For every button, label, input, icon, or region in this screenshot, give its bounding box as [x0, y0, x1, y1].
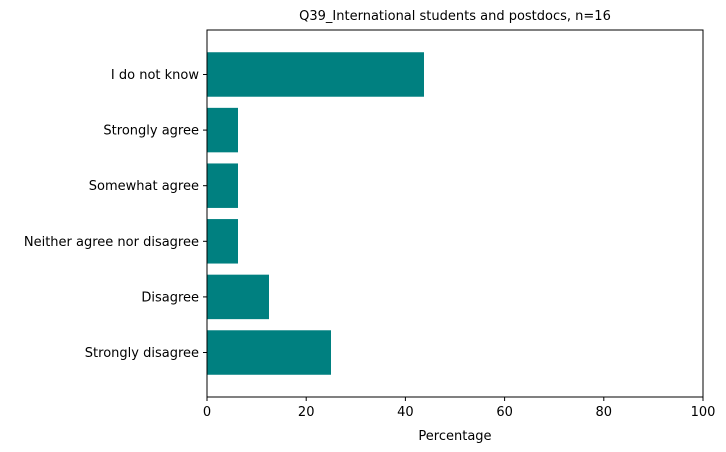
y-tick-label: Strongly agree — [103, 124, 199, 139]
bar-group — [207, 52, 424, 375]
x-tick-label: 80 — [596, 405, 613, 420]
bar — [207, 274, 269, 320]
bar — [207, 330, 331, 375]
x-tick-label: 100 — [691, 405, 716, 420]
y-tick-label: Strongly disagree — [85, 346, 199, 361]
x-axis-label: Percentage — [418, 429, 491, 444]
y-tick-label: Disagree — [141, 290, 199, 305]
bar — [207, 219, 238, 264]
bar — [207, 107, 238, 153]
chart-title: Q39_International students and postdocs,… — [299, 9, 611, 24]
x-tick-label: 20 — [298, 405, 315, 420]
y-tick-label: Neither agree nor disagree — [24, 235, 199, 250]
x-tick-label: 0 — [203, 405, 211, 420]
x-tick-label: 40 — [397, 405, 414, 420]
plot-frame — [206, 29, 704, 398]
x-axis-ticks: 0 20 40 60 80 100 — [203, 397, 716, 420]
bar — [207, 163, 238, 208]
x-tick-label: 60 — [496, 405, 513, 420]
y-tick-label: I do not know — [111, 68, 199, 83]
y-axis-ticks: Strongly disagree Disagree Neither agree n… — [24, 68, 207, 361]
y-tick-label: Somewhat agree — [89, 179, 199, 194]
bar — [207, 52, 424, 97]
